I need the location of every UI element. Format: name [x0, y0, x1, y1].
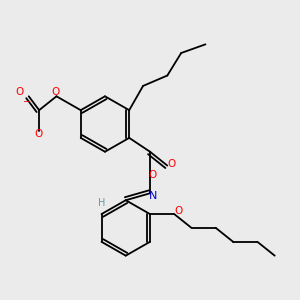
Text: O: O: [148, 170, 157, 181]
Text: −: −: [23, 97, 31, 106]
Text: N: N: [148, 191, 157, 201]
Text: O: O: [52, 87, 60, 97]
Text: O: O: [167, 159, 176, 169]
Text: H: H: [98, 198, 106, 208]
Text: O: O: [34, 128, 42, 139]
Text: O: O: [175, 206, 183, 217]
Text: O: O: [15, 87, 23, 97]
